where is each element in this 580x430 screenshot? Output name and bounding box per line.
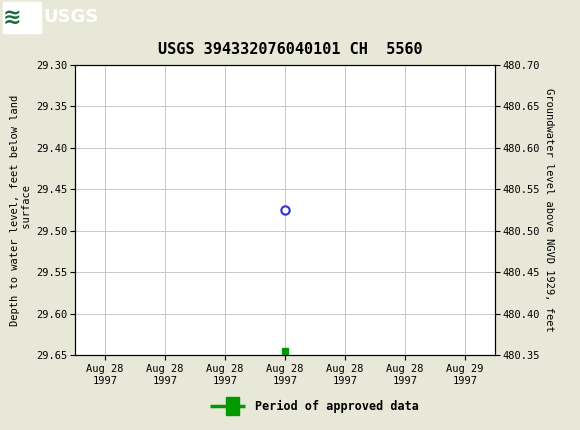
Text: ≋: ≋ bbox=[3, 7, 21, 28]
Text: USGS 394332076040101 CH  5560: USGS 394332076040101 CH 5560 bbox=[158, 43, 422, 58]
Bar bbox=[226, 397, 239, 415]
Y-axis label: Depth to water level, feet below land
 surface: Depth to water level, feet below land su… bbox=[10, 94, 32, 326]
Text: Period of approved data: Period of approved data bbox=[255, 399, 419, 412]
Y-axis label: Groundwater level above NGVD 1929, feet: Groundwater level above NGVD 1929, feet bbox=[544, 88, 554, 332]
Text: USGS: USGS bbox=[44, 9, 99, 27]
FancyBboxPatch shape bbox=[3, 2, 41, 33]
